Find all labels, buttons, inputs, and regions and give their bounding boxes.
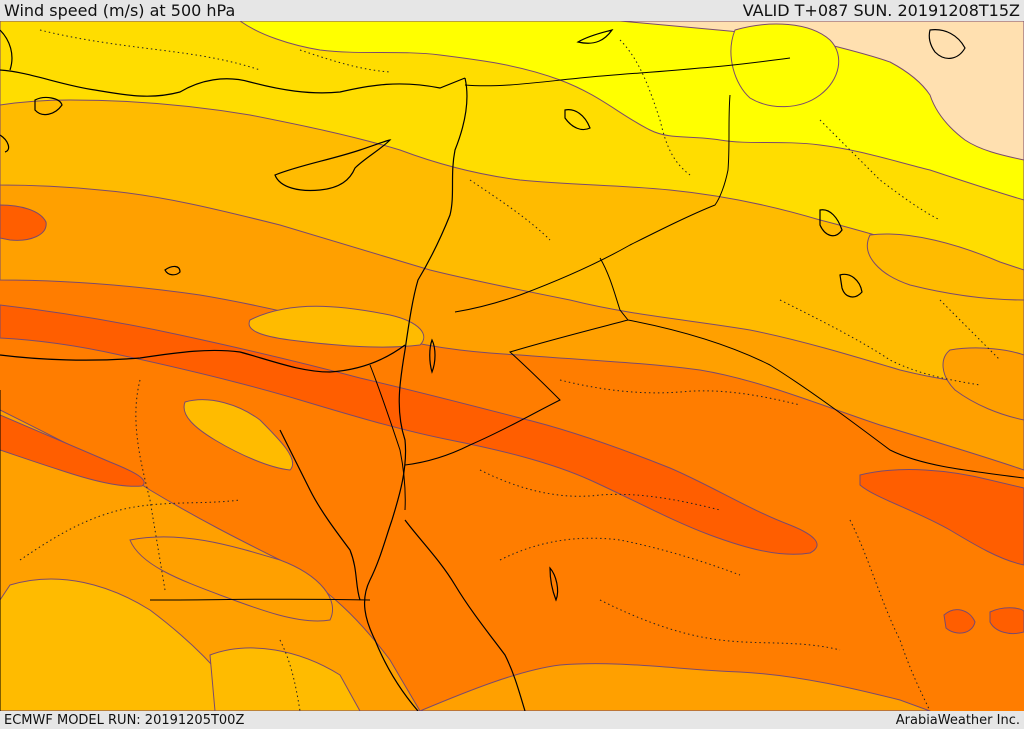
lake-tuz [576,28,614,44]
island-crete-area [164,265,181,276]
map-title: Wind speed (m/s) at 500 hPa [4,1,236,20]
lake-assad [564,109,591,131]
band-amber-south [209,647,361,711]
admin-10 [619,39,691,176]
valid-time: VALID T+087 SUN. 20191208T15Z [742,1,1020,20]
band-red-orange-small-2 [989,607,1024,635]
admin-6 [599,599,841,651]
coast-redsea-east [404,519,526,711]
border-jordan-saudi [404,319,629,466]
band-red-orange-southwest [0,414,145,487]
coast-sinai-gulf [364,519,419,711]
admin-11 [819,119,941,221]
lake-van [928,29,966,59]
border-turkey-syria [464,57,791,87]
admin-14 [469,179,551,241]
forecast-map [0,21,1024,711]
admin-boundaries [19,29,1001,711]
coast-gulf-suez [279,429,361,601]
yellow-patch-east [730,23,840,108]
admin-13 [299,49,391,73]
band-orange-light-east [942,347,1024,421]
lake-tharthar [819,209,843,237]
band-lightest-northeast [619,21,1024,161]
map-footer: ECMWF MODEL RUN: 20191205T00Z ArabiaWeat… [0,711,1024,729]
admin-8 [135,379,166,591]
border-saudi-iraq [627,319,1024,479]
admin-5 [479,469,721,511]
coast-aegean [0,29,63,153]
lake-razzaza [839,273,863,298]
credit-label: ArabiaWeather Inc. [895,712,1020,728]
band-amber-patch [183,399,294,471]
coastlines [0,28,966,711]
band-red-orange-east [859,469,1024,566]
coast-levant [391,77,468,521]
admin-12 [39,29,261,71]
lake-nasser [549,566,559,602]
border-egypt-sudan [149,598,371,601]
admin-3 [779,299,981,386]
border-jordan-iraq [599,257,629,321]
band-amber-central [248,305,425,348]
borders [0,57,1024,711]
admin-4 [559,379,801,406]
band-amber-east [866,233,1024,301]
cyprus [274,139,392,192]
border-syria-iraq [454,94,731,313]
map-header: Wind speed (m/s) at 500 hPa VALID T+087 … [0,0,1024,21]
band-red-orange-west [0,204,47,241]
border-sinai [369,364,406,511]
band-red-orange-small [943,609,976,634]
band-orange-light-south [419,663,931,711]
model-run: ECMWF MODEL RUN: 20191205T00Z [4,712,245,728]
wind-speed-map-svg [0,21,1024,711]
coast-turkey [0,69,466,97]
dead-sea [429,338,436,374]
band-orange-light-egypt [129,536,333,622]
coast-egypt-north [0,344,406,373]
